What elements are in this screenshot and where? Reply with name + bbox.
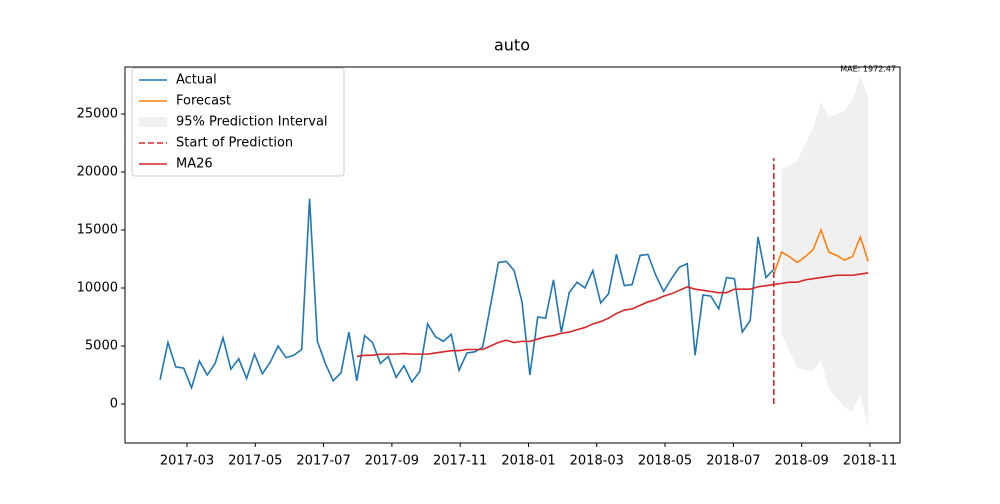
prediction-interval (781, 76, 869, 428)
annotation: MAE: 1972.47 (840, 65, 896, 74)
y-tick-label: 15000 (77, 222, 118, 237)
x-tick-label: 2017-11 (433, 454, 487, 469)
x-tick-label: 2018-03 (570, 454, 624, 469)
legend-label: Forecast (176, 94, 231, 109)
x-tick-label: 2017-09 (365, 454, 419, 469)
chart-title: auto (494, 36, 530, 55)
legend-label: Actual (176, 73, 217, 88)
x-tick-label: 2017-03 (160, 454, 214, 469)
plot-frame (124, 66, 901, 444)
x-tick-label: 2018-01 (501, 454, 555, 469)
x-tick-label: 2018-07 (706, 454, 760, 469)
y-tick-label: 10000 (77, 281, 118, 296)
legend-label: 95% Prediction Interval (176, 115, 328, 130)
legend-swatch (139, 117, 167, 127)
x-tick-label: 2017-07 (296, 454, 350, 469)
x-tick-label: 2018-05 (638, 454, 692, 469)
series-line (773, 227, 869, 275)
y-tick-label: 20000 (77, 164, 118, 179)
x-tick-label: 2018-09 (775, 454, 829, 469)
legend-label: Start of Prediction (176, 136, 293, 151)
legend-box (131, 67, 345, 177)
x-tick-label: 2017-05 (228, 454, 282, 469)
series-line (356, 272, 869, 358)
y-tick-label: 0 (110, 397, 118, 412)
legend-label: MA26 (176, 157, 213, 172)
y-tick-label: 5000 (85, 339, 118, 354)
series-line (159, 198, 775, 391)
x-tick-label: 2018-11 (843, 454, 897, 469)
y-tick-label: 25000 (77, 106, 118, 121)
